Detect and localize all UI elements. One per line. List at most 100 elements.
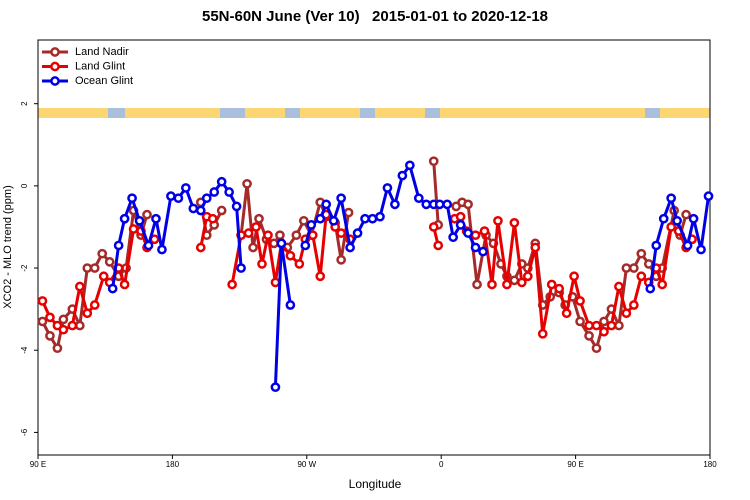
point	[561, 308, 572, 319]
y-tick-label: -6	[20, 428, 29, 436]
point	[345, 242, 355, 253]
series-line	[41, 161, 688, 350]
point	[651, 240, 662, 251]
point	[298, 215, 309, 226]
point	[58, 314, 69, 325]
point	[448, 232, 458, 243]
point	[119, 213, 130, 224]
point	[306, 220, 317, 230]
point	[89, 300, 100, 310]
point	[216, 176, 227, 187]
y-tick-label: -4	[20, 346, 29, 354]
point	[703, 191, 714, 201]
point	[276, 238, 287, 249]
point	[537, 328, 548, 339]
point	[530, 242, 541, 253]
point	[493, 215, 503, 226]
point	[89, 263, 100, 273]
point	[58, 324, 69, 335]
point	[336, 193, 346, 204]
x-tick-label: 90 W	[297, 460, 316, 469]
point	[666, 222, 677, 232]
x-tick-label: 90 E	[30, 460, 46, 469]
map-strip	[38, 108, 710, 118]
point	[657, 279, 668, 290]
point	[336, 228, 346, 238]
point	[142, 209, 152, 220]
legend-label: Land Nadir	[75, 46, 129, 58]
point	[470, 242, 481, 253]
point	[143, 240, 154, 251]
point	[614, 320, 624, 331]
y-axis-label: XCO2 - MLO trend (ppm)	[2, 185, 14, 308]
point	[628, 263, 639, 273]
point	[263, 230, 273, 241]
point	[315, 271, 326, 282]
point	[428, 156, 439, 167]
point	[107, 283, 118, 294]
point	[227, 279, 237, 290]
point	[195, 205, 206, 216]
point	[463, 199, 473, 210]
point	[442, 199, 453, 210]
point	[270, 382, 281, 393]
point	[546, 279, 557, 290]
y-tick-label: 2	[20, 101, 29, 106]
legend-label: Land Glint	[75, 60, 125, 72]
point	[315, 213, 326, 224]
point	[236, 263, 246, 273]
point	[180, 183, 191, 193]
point	[434, 199, 445, 210]
point	[433, 240, 444, 251]
point	[285, 250, 296, 261]
point	[621, 263, 632, 273]
point	[257, 259, 267, 269]
point	[375, 211, 385, 222]
point	[478, 246, 488, 257]
chart-title: 55N-60N June (Ver 10) 2015-01-01 to 2020…	[202, 8, 548, 25]
point	[300, 240, 311, 251]
point	[682, 240, 693, 251]
point	[621, 308, 632, 319]
point	[243, 228, 254, 238]
point	[134, 215, 145, 226]
point	[455, 220, 466, 230]
point	[45, 312, 55, 323]
point	[487, 279, 497, 290]
x-tick-label: 180	[703, 460, 717, 469]
point	[157, 244, 167, 255]
legend-marker	[50, 76, 60, 86]
point	[166, 191, 176, 201]
legend-marker	[50, 47, 60, 57]
x-axis-label: Longitude	[349, 477, 402, 491]
legend-marker	[50, 61, 60, 72]
point	[522, 271, 533, 282]
point	[599, 316, 609, 327]
point	[479, 226, 490, 236]
point	[614, 281, 624, 292]
point	[207, 213, 218, 224]
point	[113, 240, 124, 251]
point	[188, 203, 199, 214]
point	[343, 207, 354, 218]
point	[291, 230, 302, 241]
point	[688, 213, 699, 224]
point	[636, 248, 647, 259]
point	[575, 316, 585, 327]
point	[128, 224, 139, 234]
point	[509, 217, 520, 228]
point	[321, 199, 332, 210]
point	[643, 259, 654, 269]
point	[696, 244, 706, 255]
point	[606, 320, 617, 331]
point	[599, 326, 609, 337]
point	[37, 316, 48, 327]
point	[275, 230, 285, 241]
point	[328, 215, 339, 226]
y-tick-label: -2	[20, 264, 29, 272]
point	[269, 238, 279, 249]
point	[628, 300, 639, 310]
point	[37, 296, 48, 306]
point	[97, 248, 108, 259]
point	[413, 193, 424, 204]
